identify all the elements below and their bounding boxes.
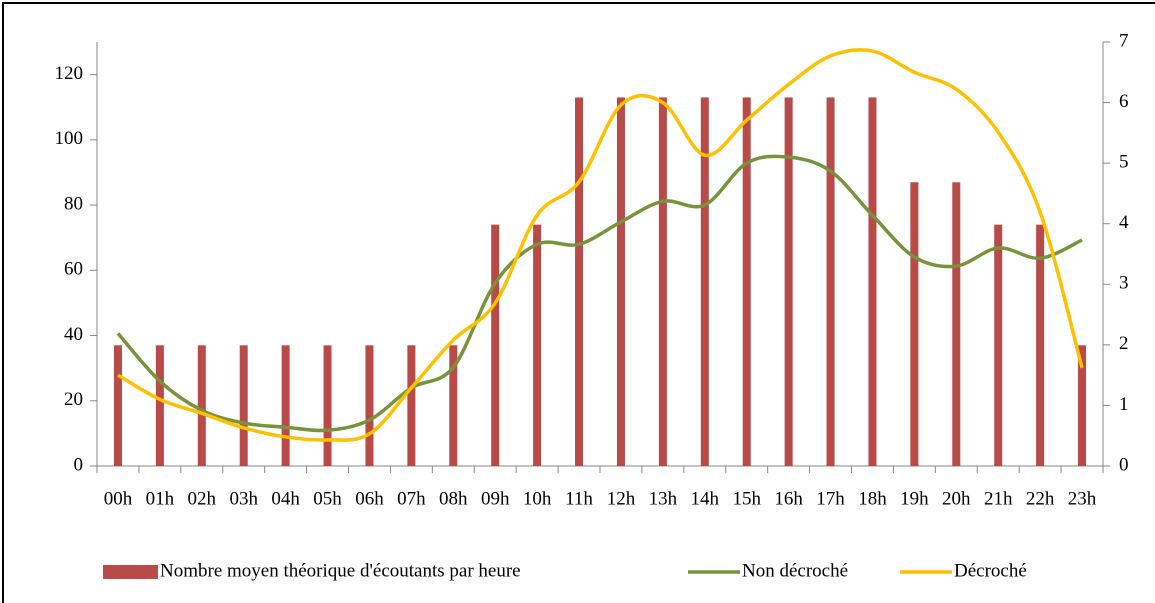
bar [784,97,793,466]
bar [742,97,751,466]
line [116,154,1083,433]
x-tick-label: 16h [774,488,803,509]
y-tick-label: 40 [64,324,83,345]
bar [700,97,709,466]
x-tick-label: 13h [649,488,678,509]
bar [910,182,919,466]
x-tick-label: 08h [439,488,468,509]
y2-tick-label: 1 [1119,394,1129,415]
x-tick-label: 01h [146,488,175,509]
bar [197,345,206,466]
bar [658,97,667,466]
x-tick-label: 07h [397,488,426,509]
y-tick-label: 80 [64,193,83,214]
legend-swatch [103,565,158,579]
bar [533,224,542,466]
y2-tick-label: 3 [1119,273,1129,294]
x-tick-label: 23h [1068,488,1097,509]
bar [239,345,248,466]
x-tick-label: 18h [858,488,887,509]
legend-label: Non décroché [742,560,848,581]
bar [575,97,584,466]
bar [1036,224,1045,466]
y2-tick-label: 6 [1119,91,1129,112]
y-tick-label: 100 [55,128,84,149]
line [117,48,1084,442]
x-tick-label: 05h [313,488,342,509]
y-tick-label: 120 [55,63,84,84]
x-tick-label: 02h [188,488,217,509]
y2-tick-label: 7 [1119,30,1129,51]
bar [868,97,877,466]
x-tick-label: 22h [1026,488,1055,509]
x-tick-label: 19h [900,488,929,509]
bar [365,345,374,466]
y-tick-label: 0 [74,454,84,475]
x-tick-label: 14h [691,488,720,509]
legend-label: Nombre moyen théorique d'écoutants par h… [160,560,521,581]
bar [952,182,961,466]
x-tick-label: 06h [355,488,384,509]
y2-tick-label: 5 [1119,152,1129,173]
y2-tick-label: 4 [1119,212,1129,233]
x-tick-label: 03h [229,488,258,509]
x-tick-label: 20h [942,488,971,509]
bar [323,345,332,466]
x-tick-label: 21h [984,488,1013,509]
x-tick-label: 11h [565,488,593,509]
legend-label: Décroché [954,560,1027,581]
bar [491,224,500,466]
x-tick-label: 09h [481,488,510,509]
x-tick-label: 00h [104,488,133,509]
bar [449,345,458,466]
y-tick-label: 60 [64,259,83,280]
bar [616,97,625,466]
x-tick-label: 04h [271,488,300,509]
bar [1078,345,1087,466]
x-tick-label: 12h [607,488,636,509]
x-tick-label: 15h [732,488,761,509]
bar [113,345,122,466]
bar [281,345,290,466]
bar [826,97,835,466]
y2-tick-label: 0 [1119,454,1129,475]
bar [994,224,1003,466]
bar [407,345,416,466]
x-tick-label: 17h [816,488,845,509]
x-tick-label: 10h [523,488,552,509]
y-tick-label: 20 [64,389,83,410]
bar [155,345,164,466]
y2-tick-label: 2 [1119,333,1129,354]
